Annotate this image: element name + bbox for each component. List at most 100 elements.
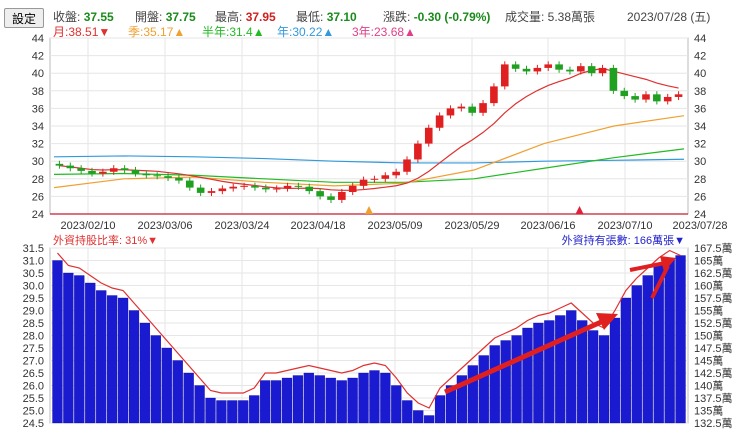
holding-ratio-bar	[249, 395, 260, 424]
holding-ratio-bar	[358, 372, 369, 424]
date: 2023/07/28 (五)	[627, 10, 711, 24]
price-y-tick-right: 24	[694, 209, 706, 221]
annotation-arrowhead	[596, 313, 618, 330]
ratio-y-tick: 24.5	[23, 418, 44, 430]
holding-ratio-bar	[128, 310, 140, 424]
close-label: 收盤:	[53, 10, 81, 24]
ratio-y-tick: 25.5	[23, 393, 44, 405]
holding-ratio-bar	[609, 317, 621, 424]
candle-body	[218, 188, 227, 192]
candle-body	[500, 64, 509, 87]
price-y-tick-left: 30	[32, 156, 44, 168]
holding-ratio-bar	[566, 310, 577, 424]
x-tick-label: 2023/03/24	[214, 220, 269, 232]
holding-ratio-bar	[63, 272, 74, 424]
count-y-tick: 160萬	[694, 280, 723, 293]
holding-ratio-bar	[434, 395, 446, 424]
ratio-y-tick: 29.0	[23, 306, 44, 318]
x-tick-label: 2023/02/10	[60, 220, 115, 232]
candle-body	[620, 90, 629, 97]
price-y-tick-left: 42	[32, 51, 44, 63]
holding-ratio-bar	[620, 297, 631, 424]
holding-ratio-bar	[216, 400, 227, 424]
settings-button[interactable]: 設定	[4, 8, 44, 28]
holding-ratio-bar	[413, 410, 424, 424]
change-label: 漲跌:	[383, 10, 411, 24]
candle-body	[653, 94, 661, 102]
candle-body	[229, 186, 238, 189]
candle-body	[283, 185, 292, 189]
candle-body	[577, 66, 585, 72]
count-y-tick: 155萬	[694, 305, 723, 318]
ma-halfyear-legend: 半年:31.4▲	[202, 25, 265, 39]
candle-body	[164, 176, 172, 178]
high-value: 37.95	[245, 10, 276, 24]
open-value: 37.75	[165, 10, 196, 24]
candle-body	[642, 94, 650, 100]
price-y-tick-right: 34	[694, 121, 706, 133]
candle-body	[207, 191, 216, 193]
holding-ratio-bar	[107, 295, 118, 424]
x-tick-label: 2023/03/06	[137, 220, 192, 232]
count-y-tick: 142.5萬	[694, 367, 733, 380]
price-y-tick-left: 28	[32, 174, 44, 186]
candle-body	[403, 159, 411, 172]
holding-ratio-bar	[467, 365, 478, 424]
holding-ratio-bar	[336, 380, 347, 424]
holding-ratio-bar	[642, 275, 653, 424]
annotation-arrow	[650, 265, 670, 299]
candle-body	[435, 115, 444, 128]
price-y-tick-left: 40	[32, 68, 44, 80]
candle-body	[359, 179, 368, 186]
price-y-tick-left: 32	[32, 139, 44, 151]
candle-body	[587, 66, 596, 74]
candle-body	[88, 170, 96, 174]
holding-ratio-bar	[489, 345, 500, 424]
holding-ratio-bar	[598, 335, 610, 424]
annotation-arrow	[443, 315, 612, 395]
ratio-y-tick: 26.0	[23, 381, 44, 393]
change-pct: (-0.79%)	[444, 10, 491, 24]
candle-body	[674, 94, 683, 97]
ratio-y-tick: 27.5	[23, 343, 44, 355]
holding-ratio-bar	[292, 375, 304, 424]
count-y-tick: 132.5萬	[694, 417, 733, 430]
candle-body	[392, 171, 400, 176]
holding-ratio-bar	[227, 400, 238, 424]
holding-ratio-bar	[161, 347, 172, 424]
holding-ratio-bar	[347, 377, 358, 424]
candle-body	[294, 185, 303, 187]
close-value: 37.55	[83, 10, 114, 24]
count-y-tick: 135萬	[694, 405, 723, 418]
ma-halfyear-line	[53, 148, 685, 183]
candle-body	[522, 68, 531, 72]
price-y-tick-left: 36	[32, 103, 44, 115]
x-tick-label: 2023/05/09	[367, 220, 422, 232]
candle-body	[457, 106, 466, 109]
candle-body	[468, 106, 476, 113]
ratio-y-tick: 25.0	[23, 406, 44, 418]
low-value: 37.10	[326, 10, 357, 24]
x-tick-label: 2023/04/18	[290, 220, 345, 232]
price-y-tick-right: 32	[694, 139, 706, 151]
candle-body	[142, 173, 151, 176]
candle-body	[196, 187, 205, 193]
price-y-tick-left: 38	[32, 86, 44, 98]
x-tick-label: 2023/07/10	[597, 220, 652, 232]
signal-marker	[365, 206, 373, 214]
change-quote: 漲跌: -0.30 (-0.79%)	[383, 8, 490, 25]
price-y-tick-right: 38	[694, 86, 706, 98]
candle-body	[370, 178, 379, 180]
candle-body	[566, 69, 574, 72]
price-y-tick-right: 26	[694, 191, 706, 203]
holding-ratio-bar	[314, 375, 325, 424]
count-y-tick: 150萬	[694, 330, 723, 343]
candle-body	[663, 96, 672, 102]
ratio-y-tick: 31.5	[23, 243, 44, 255]
count-y-tick: 167.5萬	[694, 242, 733, 255]
holding-ratio-bar	[522, 327, 533, 424]
candle-body	[131, 170, 140, 174]
ratio-y-tick: 30.5	[23, 268, 44, 280]
ratio-y-tick: 28.5	[23, 318, 44, 330]
